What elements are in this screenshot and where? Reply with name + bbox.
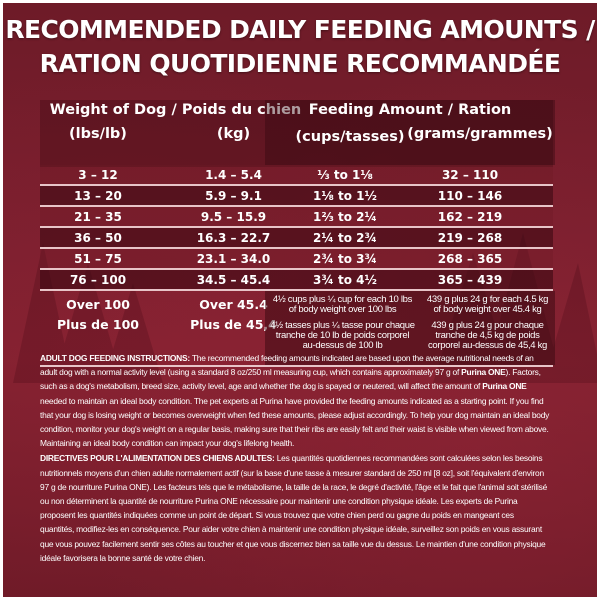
brand-name: Purina ONE <box>461 367 506 378</box>
over-notes-block <box>265 291 555 365</box>
header-cups: (cups/tasses) <box>295 129 405 145</box>
instructions-french-heading: DIRECTIVES POUR L'ALIMENTATION DES CHIEN… <box>40 453 275 464</box>
table-header: Weight of Dog / Poids du chien Feeding A… <box>40 100 555 167</box>
header-kg: (kg) <box>216 126 251 142</box>
cell-lbs: 36 – 50 <box>74 231 122 245</box>
cell-kg: 5.9 – 9.1 <box>205 189 262 203</box>
cell-cups: 1⅔ to 2¼ <box>313 210 377 224</box>
over-kg-french: Plus de 45,4 <box>190 317 277 332</box>
cell-grams: 162 – 219 <box>437 210 503 224</box>
header-feeding-amount: Feeding Amount / Ration <box>265 100 555 165</box>
cell-cups: 2¼ to 2¾ <box>313 231 377 245</box>
over-grams-french: 439 g plus 24 g pour chaque tranche de 4… <box>427 320 548 351</box>
table-row-over-100: Over 100 Plus de 100 Over 45.4 Plus de 4… <box>40 291 555 367</box>
title-french: RATION QUOTIDIENNE RECOMMANDÉE <box>39 49 561 78</box>
cell-lbs: 21 – 35 <box>74 210 122 224</box>
cell-cups-over: 4½ cups plus ¼ cup for each 10 lbs of bo… <box>265 291 420 351</box>
cell-kg: 9.5 – 15.9 <box>200 210 267 224</box>
page-title: RECOMMENDED DAILY FEEDING AMOUNTS / RATI… <box>3 13 597 81</box>
instructions-french: DIRECTIVES POUR L'ALIMENTATION DES CHIEN… <box>40 453 548 563</box>
over-cups-english: 4½ cups plus ¼ cup for each 10 lbs of bo… <box>272 294 413 315</box>
feeding-guide-panel: RECOMMENDED DAILY FEEDING AMOUNTS / RATI… <box>3 3 597 597</box>
table-row: 51 – 75 23.1 – 34.0 2¾ to 3¾ 268 – 365 <box>40 249 553 270</box>
cell-grams: 110 – 146 <box>437 189 503 203</box>
cell-cups: 1⅛ to 1½ <box>313 189 377 203</box>
cell-cups: 3¾ to 4½ <box>313 273 377 287</box>
cell-kg: 34.5 – 45.4 <box>196 273 271 287</box>
over-kg-english: Over 45.4 <box>199 297 268 312</box>
over-cups-french: 4½ tasses plus ¼ tasse pour chaque tranc… <box>270 320 415 351</box>
cell-kg: 1.4 – 5.4 <box>205 168 262 182</box>
cell-grams: 365 – 439 <box>437 273 503 287</box>
table-row: 3 – 12 1.4 – 5.4 ⅓ to 1⅛ 32 – 110 <box>40 165 553 186</box>
cell-grams: 32 – 110 <box>441 168 499 182</box>
instructions-english: ADULT DOG FEEDING INSTRUCTIONS: The reco… <box>40 353 550 449</box>
over-lbs-english: Over 100 <box>66 297 130 312</box>
cell-cups: ⅓ to 1⅛ <box>317 168 373 182</box>
feeding-instructions: ADULT DOG FEEDING INSTRUCTIONS: The reco… <box>40 351 550 566</box>
cell-lbs-over: Over 100 Plus de 100 <box>40 295 156 335</box>
header-lbs: (lbs/lb) <box>69 126 127 142</box>
cell-grams-over: 439 g plus 24 g for each 4.5 kg of body … <box>420 291 555 351</box>
table-row: 13 – 20 5.9 – 9.1 1⅛ to 1½ 110 – 146 <box>40 186 553 207</box>
title-english: RECOMMENDED DAILY FEEDING AMOUNTS / <box>5 15 595 44</box>
cell-grams: 219 – 268 <box>437 231 503 245</box>
over-grams-english: 439 g plus 24 g for each 4.5 kg of body … <box>426 294 549 315</box>
header-grams: (grams/grammes) <box>407 126 553 142</box>
cell-lbs: 51 – 75 <box>74 252 122 266</box>
table-row: 76 – 100 34.5 – 45.4 3¾ to 4½ 365 – 439 <box>40 270 553 291</box>
cell-kg: 16.3 – 22.7 <box>196 231 271 245</box>
brand-name: Purina ONE <box>482 381 527 392</box>
cell-lbs: 13 – 20 <box>74 189 122 203</box>
cell-kg: 23.1 – 34.0 <box>196 252 271 266</box>
instructions-english-heading: ADULT DOG FEEDING INSTRUCTIONS: <box>40 353 190 363</box>
cell-cups: 2¾ to 3¾ <box>313 252 377 266</box>
feeding-table: Weight of Dog / Poids du chien Feeding A… <box>40 100 555 367</box>
cell-lbs: 3 – 12 <box>78 168 118 182</box>
table-row: 21 – 35 9.5 – 15.9 1⅔ to 2¼ 162 – 219 <box>40 207 553 228</box>
table-row: 36 – 50 16.3 – 22.7 2¼ to 2¾ 219 – 268 <box>40 228 553 249</box>
cell-grams: 268 – 365 <box>437 252 503 266</box>
over-lbs-french: Plus de 100 <box>56 317 139 332</box>
cell-lbs: 76 – 100 <box>69 273 127 287</box>
header-weight-of-dog: Weight of Dog / Poids du chien <box>49 102 302 118</box>
cell-kg-over: Over 45.4 Plus de 45,4 <box>156 295 311 335</box>
